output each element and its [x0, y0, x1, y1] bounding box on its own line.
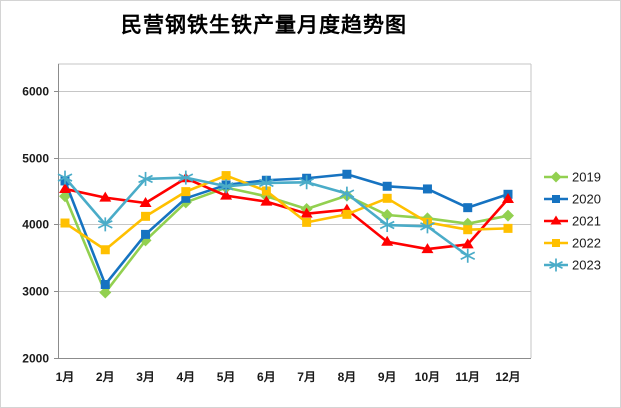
data-point-marker	[342, 209, 352, 219]
legend-label-2019: 2019	[572, 170, 601, 185]
data-point-marker	[550, 171, 562, 183]
y-tick-label: 4000	[22, 218, 49, 232]
data-point-marker	[381, 209, 394, 222]
legend-label-2023: 2023	[572, 258, 601, 273]
data-point-marker	[420, 222, 435, 231]
data-point-marker	[379, 220, 395, 230]
data-point-marker	[463, 225, 473, 235]
data-point-marker	[550, 215, 562, 225]
data-point-marker	[463, 203, 473, 213]
data-point-marker	[381, 235, 394, 246]
data-point-marker	[181, 193, 191, 203]
x-tick-label: 7月	[297, 370, 316, 384]
data-point-marker	[138, 174, 153, 184]
x-tick-label: 11月	[455, 370, 480, 384]
x-tick-label: 10月	[415, 370, 440, 384]
data-point-marker	[60, 218, 70, 228]
data-point-marker	[552, 195, 560, 203]
chart-title: 民营钢铁生铁产量月度趋势图	[121, 13, 407, 37]
y-tick-label: 2000	[22, 352, 49, 366]
x-tick-label: 8月	[338, 370, 357, 384]
x-tick-label: 2月	[96, 370, 115, 384]
data-point-marker	[549, 261, 563, 269]
data-point-marker	[339, 189, 355, 198]
data-point-marker	[460, 251, 476, 261]
data-point-marker	[57, 173, 73, 182]
data-point-marker	[59, 190, 71, 203]
data-point-marker	[178, 173, 194, 182]
data-point-marker	[382, 181, 392, 191]
data-point-marker	[220, 189, 233, 200]
data-point-marker	[141, 229, 151, 239]
series-line-2022	[63, 174, 510, 252]
data-point-marker	[421, 243, 434, 254]
legend-label-2022: 2022	[572, 236, 601, 251]
data-point-marker	[342, 169, 352, 179]
data-point-marker	[461, 238, 474, 249]
x-tick-label: 12月	[495, 370, 520, 384]
data-point-marker	[99, 286, 112, 299]
series-line-2021	[63, 176, 510, 251]
data-point-marker	[221, 171, 231, 181]
series-line-2019	[63, 186, 510, 294]
x-tick-label: 6月	[257, 370, 276, 384]
series-line-2020	[63, 172, 510, 286]
data-point-marker	[382, 193, 392, 203]
data-point-marker	[261, 186, 271, 196]
y-tick-label: 6000	[22, 85, 49, 99]
data-point-marker	[218, 182, 234, 191]
y-tick-label: 5000	[22, 152, 49, 166]
data-point-marker	[141, 211, 151, 221]
data-point-marker	[302, 217, 312, 227]
data-point-marker	[503, 223, 513, 233]
data-point-marker	[299, 178, 315, 187]
x-tick-label: 3月	[136, 370, 155, 384]
data-point-marker	[422, 184, 432, 194]
x-tick-label: 4月	[176, 370, 195, 384]
data-point-marker	[502, 192, 514, 203]
x-tick-label: 9月	[378, 370, 397, 384]
data-point-marker	[97, 220, 113, 229]
x-tick-label: 1月	[56, 370, 75, 384]
data-point-marker	[99, 191, 112, 202]
data-point-marker	[552, 239, 560, 247]
data-point-marker	[260, 195, 273, 206]
legend-label-2021: 2021	[572, 214, 601, 229]
x-tick-label: 5月	[217, 370, 236, 384]
data-point-marker	[139, 196, 152, 207]
data-point-marker	[181, 187, 191, 197]
data-point-marker	[59, 182, 71, 193]
data-point-marker	[100, 245, 110, 255]
y-tick-label: 3000	[22, 285, 49, 299]
data-point-marker	[100, 280, 110, 289]
data-point-marker	[258, 178, 274, 188]
legend-label-2020: 2020	[572, 192, 601, 207]
data-point-marker	[502, 209, 514, 222]
data-point-marker	[300, 207, 313, 218]
